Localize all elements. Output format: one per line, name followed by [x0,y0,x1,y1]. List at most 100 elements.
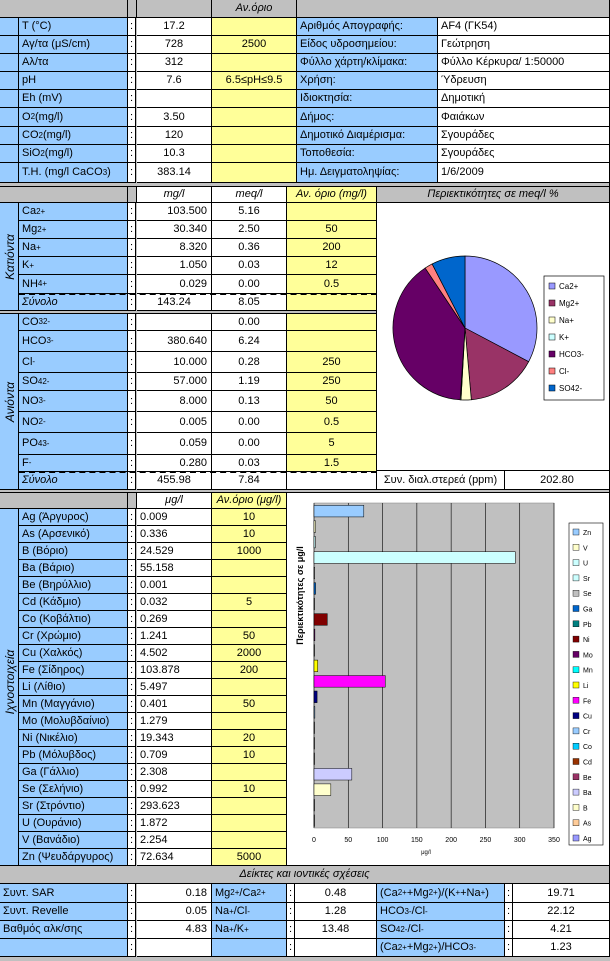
colon-separator: : [128,798,136,815]
trace-value: 0.269 [137,611,212,628]
colon-separator: : [128,18,136,36]
colon-separator: : [128,815,136,832]
info-label: Δημοτικό Διαμέρισμα: [297,127,438,145]
anion-limit: 1.5 [287,455,377,472]
colon-separator: : [128,54,136,72]
trace-value: 103.878 [137,662,212,679]
trace-limit: 1000 [212,543,287,560]
bar-legend-label: Cr [583,729,591,736]
anion-meql: 0.00 [212,412,287,433]
anion-limit: 250 [287,352,377,373]
trace-value: 72.634 [137,849,212,866]
index-a-value [137,939,212,957]
trace-value: 19.343 [137,730,212,747]
pie-legend-swatch [548,282,556,290]
trace-limit [212,713,287,730]
info-value: Γεώτρηση [438,36,610,54]
general-value: 10.3 [137,145,212,163]
general-limit [212,145,297,163]
trace-limit [212,611,287,628]
pie-legend-label: HCO3- [559,350,584,359]
trace-header-blank [128,493,137,509]
trace-limit: 5 [212,594,287,611]
trace-label: U (Ουράνιο) [19,815,128,832]
index-c-label: (Ca 2+ +Mg 2+)/(K + +Na +) [377,884,505,903]
trace-label: Ag (Άργυρος) [19,509,128,526]
bar-legend-label: Mo [583,652,593,659]
colon-separator: : [128,294,136,311]
y-axis-label: Περιεκτικότητες σε μg/l [295,546,305,645]
bar-legend-swatch [572,681,580,689]
info-value: Φύλλο Κέρκυρα/ 1:50000 [438,54,610,72]
anion-label: PO 4 3- [19,433,128,455]
anions-section-label: Ανιόντα [3,381,17,423]
index-a-label: Βαθμός αλκ/σης [0,921,128,939]
trace-label: Ni (Νικέλιο) [19,730,128,747]
index-a-value: 0.05 [137,903,212,921]
index-b-label: Mg 2+/Ca 2+ [212,884,287,903]
bar-Pb [313,597,315,611]
trace-label: Cu (Χαλκός) [19,645,128,662]
trace-section-label: Ιχνοστοιχεία [3,649,17,715]
anion-meql: 1.19 [212,373,287,391]
colon-separator: : [505,903,513,921]
trace-header-limit: Αν.όριο (μg/l) [212,493,287,509]
anion-meql: 6.24 [212,331,287,352]
x-tick-label: 300 [514,837,526,844]
row-gutter [0,72,19,90]
pie-legend-label: K+ [559,333,569,342]
x-tick-label: 50 [344,837,352,844]
cation-limit: 200 [287,239,377,257]
trace-header-ugl: μg/l [137,493,212,509]
bar-legend-swatch [572,666,580,673]
cation-label: K + [19,257,128,275]
trace-value: 0.001 [137,577,212,594]
info-value: Δημοτική [438,90,610,108]
bar-Ag [313,814,315,827]
colon-separator: : [128,679,136,696]
trace-value: 2.308 [137,764,212,781]
bar-legend-swatch [572,712,580,719]
colon-separator: : [128,939,136,957]
general-limit-header: Αν.όριο [212,0,297,18]
trace-limit: 5000 [212,849,287,866]
pie-title: Περιεκτικότητες σε meq/l % [377,187,610,203]
trace-value: 293.623 [137,798,212,815]
bar-legend-label: V [583,545,588,552]
bar-legend-swatch [572,742,580,750]
bar-Sr [313,551,516,564]
colon-separator: : [128,509,136,526]
colon-separator: : [128,577,136,594]
cation-meql: 0.36 [212,239,287,257]
pie-legend-label: Mg2+ [559,299,580,308]
total-separator-line [19,471,377,473]
pie-slice-Mg2+ [464,327,530,401]
bar-legend-label: Co [583,744,592,751]
pie-legend-swatch [548,367,556,375]
trace-label: Ba (Βάριο) [19,560,128,577]
trace-limit [212,679,287,696]
trace-label: Fe (Σίδηρος) [19,662,128,679]
trace-label: Sr (Στρόντιο) [19,798,128,815]
anion-meql: 0.03 [212,455,287,472]
colon-separator: : [287,939,295,957]
index-b-value: 0.48 [295,884,377,903]
info-label: Αριθμός Απογραφής: [297,18,438,36]
colon-separator: : [128,108,136,127]
x-tick-label: 100 [377,837,389,844]
bar-legend-swatch [572,544,580,551]
trace-limit [212,798,287,815]
spacer [0,311,377,314]
index-c-label: (Ca 2+ +Mg 2+)/HCO 3- [377,939,505,957]
general-label: T.H. (mg/l CaCO 3) [19,163,128,183]
cation-limit: 0.5 [287,275,377,294]
anion-label: F- [19,455,128,472]
general-value: 120 [137,127,212,145]
general-limit: 6.5≤pH≤9.5 [212,72,297,90]
bar-legend-swatch [572,697,580,704]
colon-separator: : [128,433,136,455]
anion-label: SO 4 2- [19,373,128,391]
colon-separator: : [287,903,295,921]
trace-label: Pb (Μόλυβδος) [19,747,128,764]
colon-separator: : [128,472,136,490]
